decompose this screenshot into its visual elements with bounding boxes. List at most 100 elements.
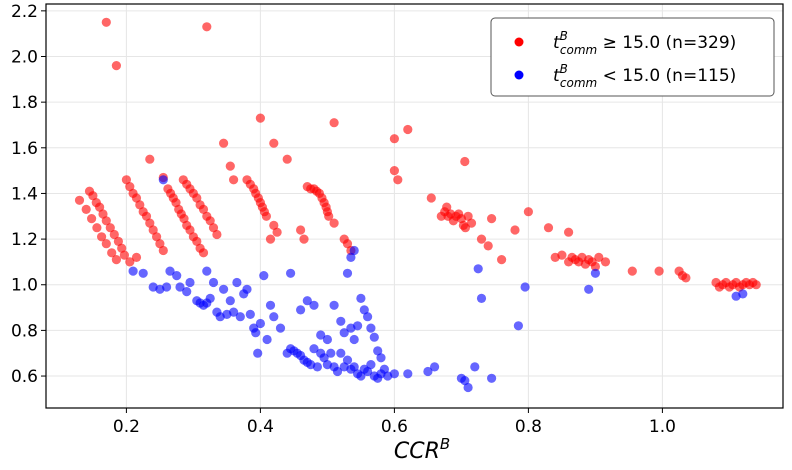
- data-point-blue: [339, 328, 349, 338]
- data-point-red: [185, 225, 195, 235]
- data-point-blue: [369, 332, 379, 342]
- data-point-blue: [329, 300, 339, 310]
- data-point-red: [98, 209, 108, 219]
- data-point-blue: [366, 323, 376, 333]
- data-point-blue: [460, 376, 470, 386]
- data-point-red: [483, 241, 493, 251]
- axis-ticks: 0.2 0.4 0.6 0.8 1.0 0.6 0.8 1.0 1.2 1.4 1.6 1.8 2.0 2…: [11, 2, 676, 437]
- data-point-red: [590, 261, 601, 272]
- data-point-red: [101, 239, 111, 249]
- data-point-red: [152, 232, 162, 242]
- data-point-blue: [158, 175, 168, 185]
- data-point-blue: [185, 277, 195, 288]
- data-point-blue: [275, 323, 286, 333]
- data-point-red: [272, 227, 282, 237]
- data-point-blue: [520, 282, 530, 292]
- data-point-red: [101, 216, 111, 226]
- x-tick-label: 0.6: [381, 417, 408, 437]
- data-point-blue: [326, 348, 336, 358]
- data-point-red: [442, 202, 452, 212]
- legend-marker-blue: [514, 70, 524, 80]
- data-point-blue: [265, 300, 276, 310]
- y-tick-label: 2.0: [11, 47, 38, 67]
- data-point-red: [403, 124, 413, 135]
- x-tick-label: 0.4: [247, 417, 274, 437]
- legend-marker-red: [514, 37, 524, 47]
- data-point-blue: [255, 318, 265, 329]
- data-point-blue: [430, 362, 440, 372]
- data-point-blue: [262, 334, 272, 345]
- data-point-red: [466, 218, 477, 228]
- data-point-blue: [353, 321, 363, 331]
- data-point-red: [101, 17, 111, 27]
- data-point-blue: [349, 334, 359, 345]
- data-point-red: [81, 204, 91, 214]
- data-point-blue: [309, 344, 319, 354]
- data-point-blue: [356, 371, 366, 381]
- data-point-red: [342, 239, 353, 249]
- data-point-blue: [165, 266, 175, 276]
- data-point-red: [107, 248, 117, 258]
- legend-label-red: tB comm ≥ 15.0 (n=329): [553, 29, 736, 57]
- data-point-red: [564, 227, 574, 237]
- y-tick-label: 2.2: [11, 2, 38, 22]
- data-point-blue: [296, 305, 306, 315]
- data-point-blue: [182, 287, 192, 297]
- data-point-red: [600, 257, 611, 267]
- data-point-blue: [363, 366, 373, 377]
- data-point-blue: [349, 362, 359, 372]
- data-point-red: [145, 154, 155, 164]
- data-point-red: [125, 182, 135, 192]
- data-point-red: [265, 234, 276, 244]
- data-point-blue: [162, 282, 172, 292]
- data-point-blue: [463, 382, 473, 393]
- data-point-red: [324, 211, 334, 221]
- data-point-red: [329, 218, 339, 228]
- data-point-red: [158, 245, 168, 256]
- data-point-blue: [138, 268, 148, 278]
- data-point-red: [212, 229, 222, 240]
- data-point-blue: [336, 348, 346, 358]
- data-point-red: [487, 214, 497, 224]
- data-point-red: [148, 225, 158, 235]
- x-axis-title: CCRB: [394, 435, 450, 464]
- data-point-red: [202, 22, 212, 32]
- data-point-blue: [286, 268, 296, 278]
- data-point-red: [299, 234, 309, 244]
- data-point-blue: [229, 307, 239, 317]
- data-point-red: [155, 239, 165, 249]
- data-point-blue: [251, 328, 261, 338]
- data-point-red: [497, 255, 507, 265]
- data-point-red: [88, 191, 98, 201]
- data-point-blue: [423, 366, 433, 377]
- data-point-blue: [232, 277, 242, 288]
- y-tick-label: 1.2: [11, 230, 38, 250]
- data-point-red: [296, 225, 306, 235]
- data-point-red: [117, 243, 127, 253]
- data-point-red: [389, 134, 399, 144]
- data-point-red: [229, 175, 239, 185]
- data-point-red: [255, 113, 265, 123]
- data-point-red: [135, 200, 145, 210]
- data-point-red: [627, 266, 637, 276]
- data-point-blue: [309, 300, 319, 310]
- data-point-blue: [336, 316, 346, 326]
- y-tick-label: 1.8: [11, 93, 38, 113]
- data-point-red: [594, 252, 604, 262]
- data-point-red: [74, 195, 85, 205]
- data-point-blue: [379, 364, 389, 374]
- data-point-red: [125, 257, 135, 267]
- data-point-red: [97, 232, 107, 242]
- data-point-blue: [389, 369, 399, 379]
- data-point-red: [192, 236, 202, 246]
- data-point-blue: [316, 330, 326, 340]
- data-point-blue: [202, 266, 212, 276]
- data-point-red: [219, 138, 229, 148]
- data-point-blue: [738, 289, 748, 299]
- data-point-blue: [319, 353, 329, 363]
- data-point-blue: [476, 293, 487, 303]
- y-tick-label: 1.4: [11, 184, 38, 204]
- data-point-red: [261, 211, 271, 221]
- data-point-red: [119, 250, 129, 260]
